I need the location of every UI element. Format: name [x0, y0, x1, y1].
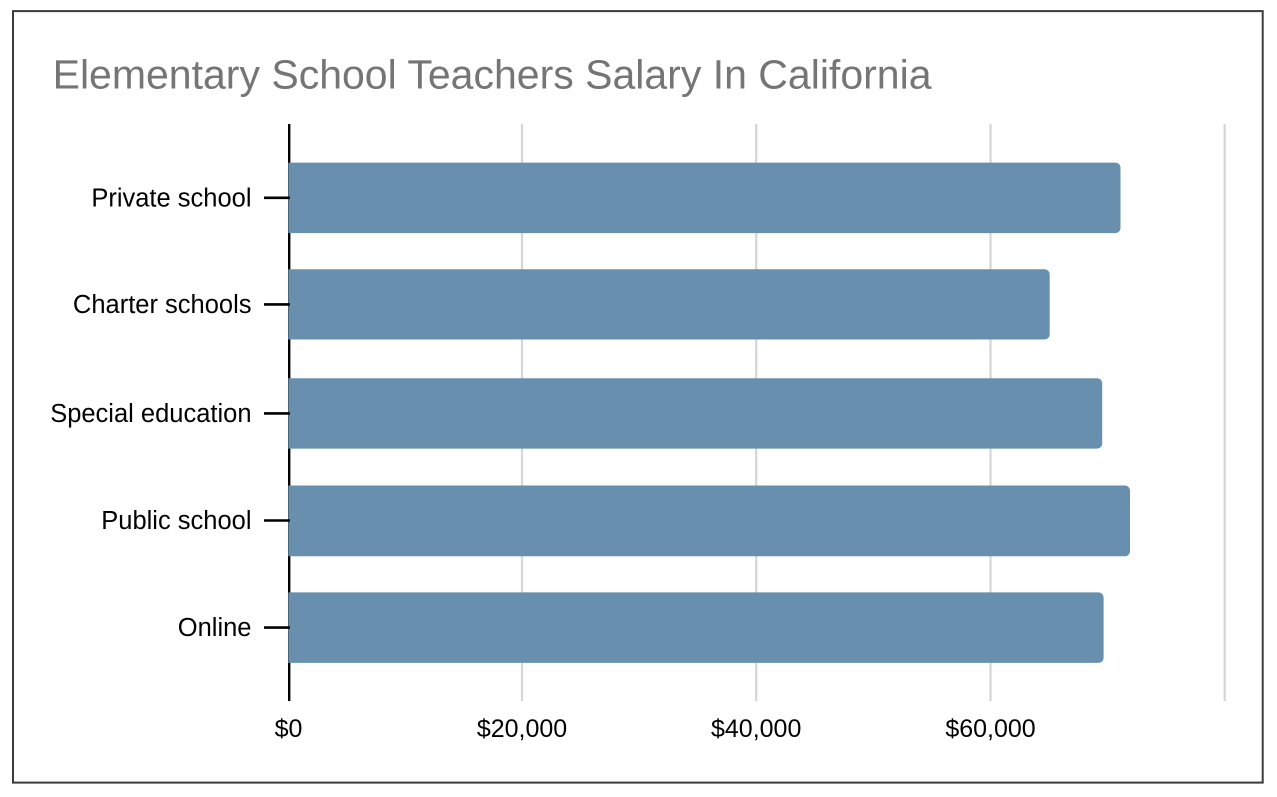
svg-text:Special education: Special education: [50, 400, 251, 428]
svg-text:Private school: Private school: [91, 184, 251, 212]
svg-text:Online: Online: [178, 614, 252, 642]
svg-text:$40,000: $40,000: [711, 715, 801, 743]
svg-text:$60,000: $60,000: [945, 715, 1035, 743]
svg-text:Public school: Public school: [101, 507, 251, 535]
svg-text:Charter schools: Charter schools: [73, 291, 252, 319]
svg-text:$20,000: $20,000: [477, 715, 567, 743]
svg-text:Elementary School Teachers Sal: Elementary School Teachers Salary In Cal…: [53, 52, 932, 98]
svg-text:$0: $0: [275, 715, 303, 743]
